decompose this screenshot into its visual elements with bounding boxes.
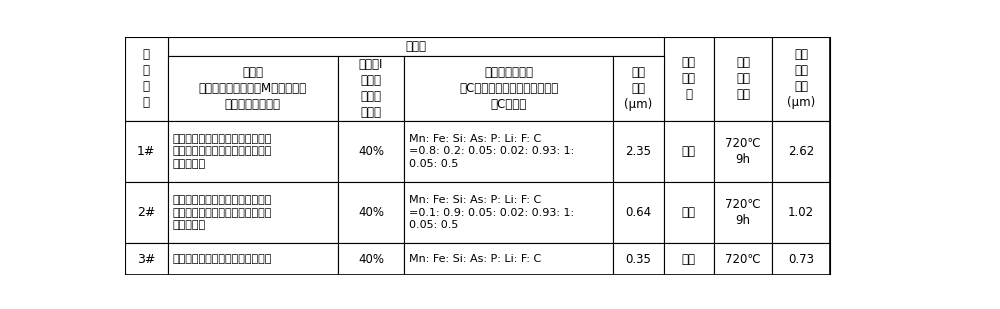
Text: 原料：
锰源、铁源、硅源、M源、磷源、
锂源、氟源、碳源: 原料： 锰源、铁源、硅源、M源、磷源、 锂源、氟源、碳源 — [199, 66, 307, 111]
Bar — [714, 37, 772, 121]
Text: 非活
性气
体: 非活 性气 体 — [682, 57, 696, 101]
Bar — [613, 182, 664, 243]
Text: 0.35: 0.35 — [626, 253, 651, 266]
Bar — [613, 121, 664, 182]
Bar — [125, 121, 168, 182]
Bar — [664, 121, 714, 182]
Bar — [168, 37, 664, 56]
Text: 中值
粒径
(μm): 中值 粒径 (μm) — [624, 66, 653, 111]
Text: 1.02: 1.02 — [788, 206, 814, 219]
Text: 乙酸锰、乙酸亚铁、正硅酸乙酯、
三氧化二砷、磷酸、碳酸锂、氟化
锂、葡萄糖: 乙酸锰、乙酸亚铁、正硅酸乙酯、 三氧化二砷、磷酸、碳酸锂、氟化 锂、葡萄糖 — [172, 195, 272, 230]
Text: 氮气: 氮气 — [682, 206, 696, 219]
Text: 混合物I
中水的
质量百
分含量: 混合物I 中水的 质量百 分含量 — [359, 58, 383, 119]
Bar — [664, 37, 714, 121]
Text: 2#: 2# — [137, 206, 156, 219]
Bar — [168, 182, 338, 243]
Text: 煅烧
温度
时间: 煅烧 温度 时间 — [736, 57, 750, 101]
Bar — [125, 37, 168, 121]
Text: Mn: Fe: Si: As: P: Li: F: C: Mn: Fe: Si: As: P: Li: F: C — [409, 254, 541, 264]
Bar — [772, 243, 830, 275]
Text: 40%: 40% — [358, 206, 384, 219]
Bar — [338, 56, 404, 121]
Bar — [168, 56, 338, 121]
Bar — [714, 182, 772, 243]
Bar — [664, 243, 714, 275]
Bar — [338, 243, 404, 275]
Text: 720℃: 720℃ — [725, 253, 761, 266]
Text: 氮气: 氮气 — [682, 253, 696, 266]
Text: 2.35: 2.35 — [625, 145, 651, 158]
Text: 0.64: 0.64 — [625, 206, 652, 219]
Bar — [404, 182, 613, 243]
Bar — [664, 182, 714, 243]
Bar — [168, 243, 338, 275]
Bar — [168, 121, 338, 182]
Bar — [613, 56, 664, 121]
Text: 氮气: 氮气 — [682, 145, 696, 158]
Bar — [772, 121, 830, 182]
Bar — [714, 121, 772, 182]
Bar — [613, 243, 664, 275]
Text: Mn: Fe: Si: As: P: Li: F: C
=0.1: 0.9: 0.05: 0.02: 0.93: 1:
0.05: 0.5: Mn: Fe: Si: As: P: Li: F: C =0.1: 0.9: 0… — [409, 195, 574, 230]
Text: 样品
中值
粒径
(μm): 样品 中值 粒径 (μm) — [787, 49, 815, 109]
Bar — [772, 37, 830, 121]
Text: 元素的摩尔比例
（C元素的摩尔数仅指来自碳源
的C元素）: 元素的摩尔比例 （C元素的摩尔数仅指来自碳源 的C元素） — [459, 66, 558, 111]
Text: 1#: 1# — [137, 145, 156, 158]
Text: 0.73: 0.73 — [788, 253, 814, 266]
Bar — [338, 121, 404, 182]
Bar — [338, 182, 404, 243]
Text: Mn: Fe: Si: As: P: Li: F: C
=0.8: 0.2: 0.05: 0.02: 0.93: 1:
0.05: 0.5: Mn: Fe: Si: As: P: Li: F: C =0.8: 0.2: 0… — [409, 134, 574, 169]
Text: 乙酸锰、乙酸亚铁、正硅酸乙酯、: 乙酸锰、乙酸亚铁、正硅酸乙酯、 — [172, 254, 272, 264]
Bar — [404, 243, 613, 275]
Bar — [404, 56, 613, 121]
Text: 720℃
9h: 720℃ 9h — [725, 198, 761, 227]
Text: 720℃
9h: 720℃ 9h — [725, 137, 761, 166]
Text: 40%: 40% — [358, 253, 384, 266]
Text: 2.62: 2.62 — [788, 145, 814, 158]
Text: 40%: 40% — [358, 145, 384, 158]
Bar — [714, 243, 772, 275]
Text: 样
品
编
号: 样 品 编 号 — [143, 49, 150, 109]
Text: 前驱体: 前驱体 — [405, 40, 426, 53]
Bar — [772, 182, 830, 243]
Text: 乙酸锰、乙酸亚铁、正硅酸乙酯、
三氧化二砷、磷酸、碳酸锂、氟化
锂、葡萄糖: 乙酸锰、乙酸亚铁、正硅酸乙酯、 三氧化二砷、磷酸、碳酸锂、氟化 锂、葡萄糖 — [172, 134, 272, 169]
Bar — [404, 121, 613, 182]
Text: 3#: 3# — [137, 253, 156, 266]
Bar — [125, 243, 168, 275]
Bar — [125, 182, 168, 243]
